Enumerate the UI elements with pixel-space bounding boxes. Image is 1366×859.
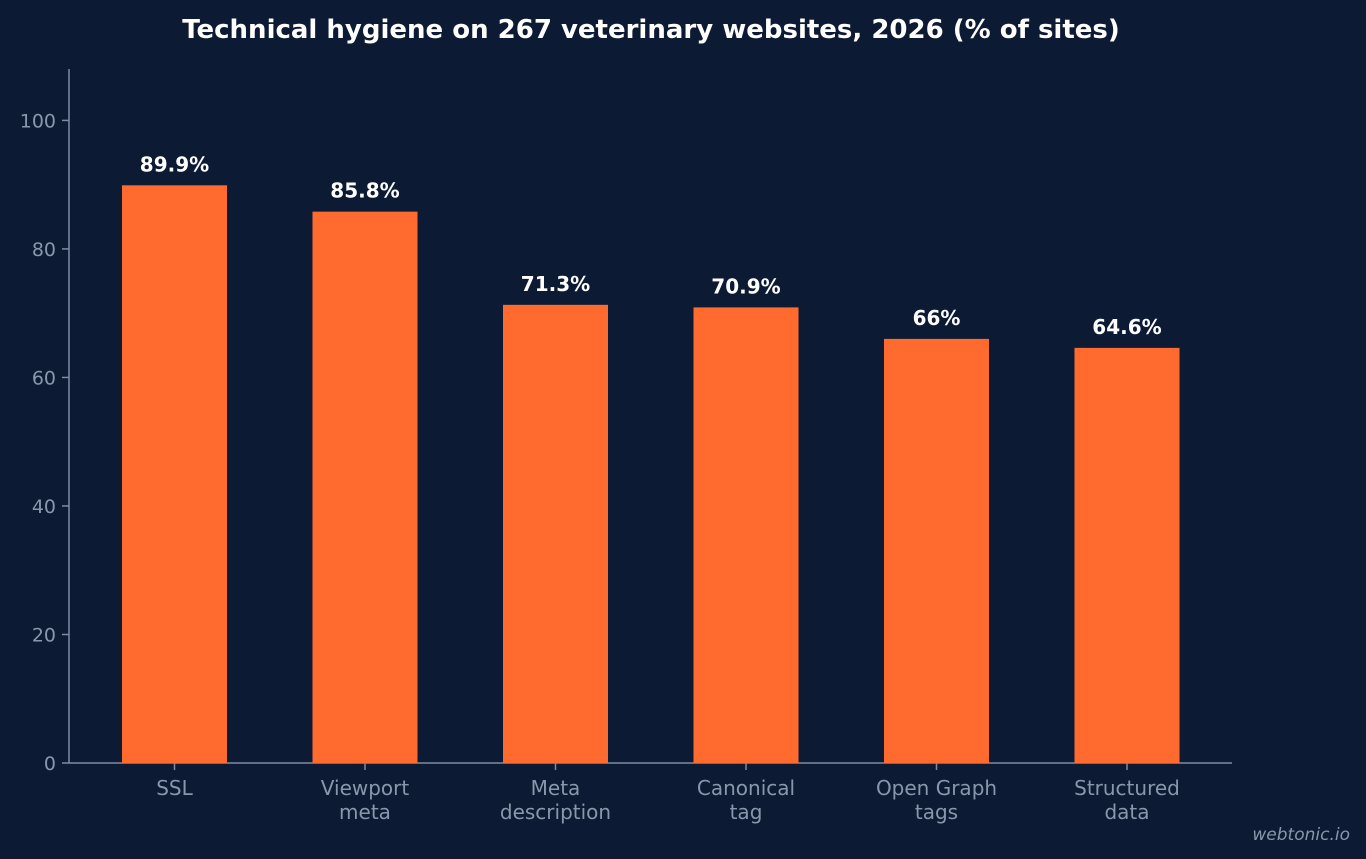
- bar: [312, 211, 418, 764]
- value-labels: 89.9% 85.8% 71.3% 70.9% 66% 64.6%: [140, 152, 1162, 339]
- data-label: 66%: [913, 306, 961, 330]
- y-tick-label: 100: [20, 110, 56, 132]
- x-axis: [69, 762, 1232, 770]
- bar: [503, 304, 608, 763]
- y-tick-label: 40: [32, 496, 56, 518]
- bar: [693, 307, 799, 763]
- category-labels: SSL Viewport meta Meta description Canonical t…: [156, 776, 1180, 824]
- data-label: 64.6%: [1092, 315, 1161, 339]
- bar: [884, 338, 989, 763]
- x-tick-label: Meta description: [500, 776, 611, 824]
- watermark: webtonic.io: [1252, 825, 1350, 845]
- data-label: 70.9%: [711, 274, 780, 298]
- data-label: 89.9%: [140, 152, 209, 176]
- bars: [122, 185, 1180, 764]
- y-tick-label: 20: [32, 624, 56, 646]
- chart-title: Technical hygiene on 267 veterinary webs…: [182, 15, 1120, 45]
- x-tick-label: Canonical tag: [697, 776, 795, 824]
- y-tick-label: 60: [32, 367, 56, 389]
- y-tick-label: 80: [32, 239, 56, 261]
- bar: [1074, 347, 1180, 763]
- data-label: 85.8%: [330, 179, 399, 203]
- x-tick-label: Viewport meta: [321, 776, 410, 824]
- x-tick-label: Structured data: [1074, 776, 1180, 824]
- x-tick-label: SSL: [156, 776, 193, 800]
- x-tick-label: Open Graph tags: [876, 776, 997, 824]
- bar: [122, 185, 227, 763]
- data-label: 71.3%: [521, 272, 590, 296]
- y-axis: 0 20 40 60 80 100: [20, 69, 70, 775]
- y-tick-label: 0: [44, 753, 56, 775]
